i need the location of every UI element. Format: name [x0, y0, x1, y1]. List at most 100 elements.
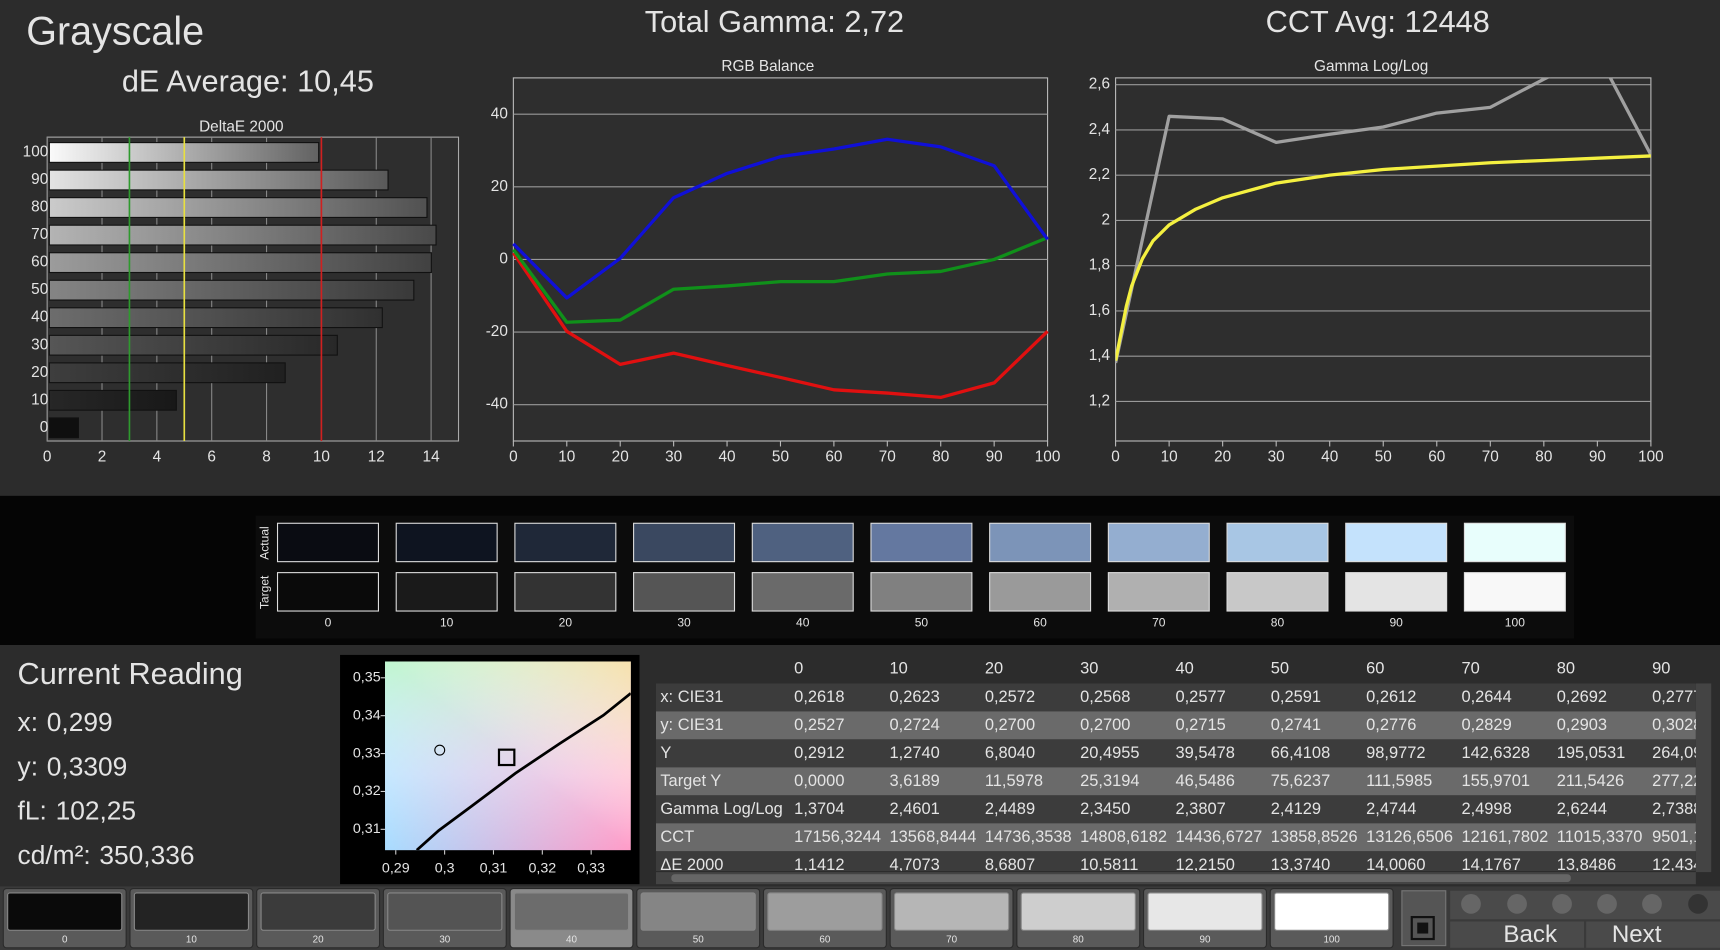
table-cell: 46,5486: [1175, 772, 1234, 790]
target-swatch: [751, 572, 854, 612]
x-tick-label: 0,32: [528, 861, 556, 877]
level-swatch: [640, 892, 756, 931]
y-tick-label: 0: [499, 251, 508, 268]
y-tick-label: 70: [31, 226, 48, 243]
column-header: 90: [1652, 660, 1670, 678]
x-tick-label: 4: [153, 449, 162, 466]
table-row: [655, 823, 1696, 852]
table-cell: 11015,3370: [1557, 828, 1643, 846]
y-tick-label: 40: [31, 309, 48, 326]
media-button[interactable]: [1642, 894, 1662, 914]
level-swatch: [387, 892, 503, 931]
x-tick-label: 0: [43, 449, 52, 466]
table-cell: 1,1412: [794, 856, 844, 874]
media-button[interactable]: [1507, 894, 1527, 914]
x-tick-label: 90: [986, 449, 1003, 466]
x-tick-label: 0,29: [382, 861, 410, 877]
cie-overlay: [385, 661, 631, 851]
y-tick-label: 20: [31, 364, 48, 381]
next-button[interactable]: [1586, 921, 1720, 948]
reading-line: fL: 102,25: [18, 796, 137, 826]
chart-title: DeltaE 2000: [199, 118, 283, 135]
y-tick-label: 0,34: [353, 707, 381, 723]
actual-swatch: [1463, 522, 1566, 563]
reading-value: 102,25: [56, 796, 136, 826]
reading-label: cd/m²:: [18, 840, 91, 870]
x-tick-label: 60: [1428, 449, 1445, 466]
row-label: x: CIE31: [660, 688, 723, 706]
table-cell: 9501,1: [1652, 828, 1702, 846]
level-label: 40: [566, 935, 577, 946]
table-cell: 0,2623: [890, 688, 940, 706]
y-tick-label: 30: [31, 336, 48, 353]
target-swatch: [633, 572, 736, 612]
series-line: [512, 251, 1049, 400]
table-cell: 0,2903: [1557, 716, 1607, 734]
swatch-label: 10: [440, 615, 454, 629]
table-cell: 25,3194: [1080, 772, 1139, 790]
table-cell: 142,6328: [1461, 744, 1530, 762]
table-cell: 13,3740: [1271, 856, 1330, 874]
table-cell: 0,2724: [890, 716, 940, 734]
media-button[interactable]: [1688, 894, 1708, 914]
media-button[interactable]: [1461, 894, 1481, 914]
reading-value: 0,299: [47, 707, 113, 737]
actual-swatch: [870, 522, 973, 563]
actual-swatch: [1226, 522, 1329, 563]
series-line: [1115, 154, 1651, 361]
table-cell: 0,2692: [1557, 688, 1607, 706]
column-header: 10: [890, 660, 908, 678]
measured-point: [434, 744, 446, 756]
table-cell: 0,2591: [1271, 688, 1321, 706]
h-scroll-thumb[interactable]: [671, 874, 1571, 882]
row-label: Actual: [258, 526, 272, 559]
x-tick-label: 10: [1161, 449, 1178, 466]
back-button[interactable]: [1450, 921, 1584, 948]
cct-average: CCT Avg: 12448: [1266, 4, 1490, 39]
icon: [1417, 922, 1429, 934]
table-cell: 2,4489: [985, 800, 1035, 818]
table-cell: 14,0060: [1366, 856, 1425, 874]
bar: [48, 334, 338, 356]
level-swatch: [513, 892, 630, 931]
x-tick-label: 70: [879, 449, 896, 466]
table-cell: 155,9701: [1461, 772, 1530, 790]
de-average: dE Average: 10,45: [122, 63, 374, 98]
y-tick-label: 0: [40, 419, 49, 436]
reading-label: y:: [18, 751, 38, 781]
media-button[interactable]: [1552, 894, 1572, 914]
x-tick-label: 80: [1535, 449, 1552, 466]
y-tick-label: 2: [1102, 211, 1111, 228]
table-cell: 2,4998: [1461, 800, 1511, 818]
next-label[interactable]: Next: [1612, 921, 1662, 948]
row-label: Target Y: [660, 772, 721, 790]
table-cell: 13126,6506: [1366, 828, 1453, 846]
reading-label: x:: [18, 707, 38, 737]
table-cell: 211,5426: [1557, 772, 1624, 790]
table-cell: 2,3450: [1080, 800, 1130, 818]
swatch-label: 0: [325, 615, 332, 629]
table-cell: 0,2715: [1175, 716, 1225, 734]
table-cell: 1,2740: [890, 744, 940, 762]
x-tick-label: 2: [98, 449, 107, 466]
series-line: [1115, 77, 1651, 364]
icon: [1410, 915, 1435, 941]
swatch-label: 60: [1033, 615, 1047, 629]
table-cell: 6,8040: [985, 744, 1035, 762]
bar: [48, 279, 415, 301]
x-tick-label: 100: [1638, 449, 1664, 466]
row-label: Gamma Log/Log: [660, 800, 782, 818]
table-cell: 0,2777: [1652, 688, 1702, 706]
table-cell: 195,0531: [1557, 744, 1626, 762]
media-button[interactable]: [1597, 894, 1617, 914]
swatch-label: 100: [1505, 615, 1525, 629]
level-label: 10: [186, 935, 197, 946]
y-tick-label: 0,31: [353, 821, 381, 837]
level-swatch: [260, 892, 376, 931]
x-tick-label: 20: [612, 449, 629, 466]
table-cell: 17156,3244: [794, 828, 881, 846]
back-label[interactable]: Back: [1503, 921, 1558, 948]
table-cell: 2,4129: [1271, 800, 1321, 818]
table-cell: 277,22: [1652, 772, 1702, 790]
x-tick-label: 0: [1111, 449, 1120, 466]
